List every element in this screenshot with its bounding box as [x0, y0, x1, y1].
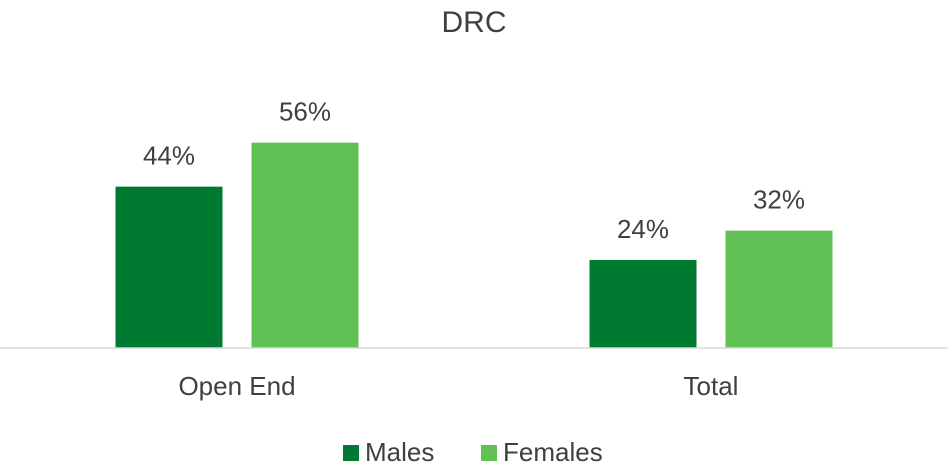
data-label: 32%: [753, 185, 805, 215]
legend-swatch: [343, 445, 359, 461]
bar: [725, 230, 833, 348]
bar: [251, 142, 359, 348]
data-label: 56%: [279, 97, 331, 127]
legend-swatch: [481, 445, 497, 461]
x-tick-label: Total: [684, 371, 739, 401]
legend-label: Males: [365, 437, 434, 467]
data-label: 44%: [143, 141, 195, 171]
chart-title: DRC: [442, 6, 507, 39]
bar: [115, 186, 223, 348]
bar: [589, 260, 697, 348]
x-tick-label: Open End: [178, 371, 295, 401]
data-label: 24%: [617, 214, 669, 244]
legend-label: Females: [503, 437, 603, 467]
